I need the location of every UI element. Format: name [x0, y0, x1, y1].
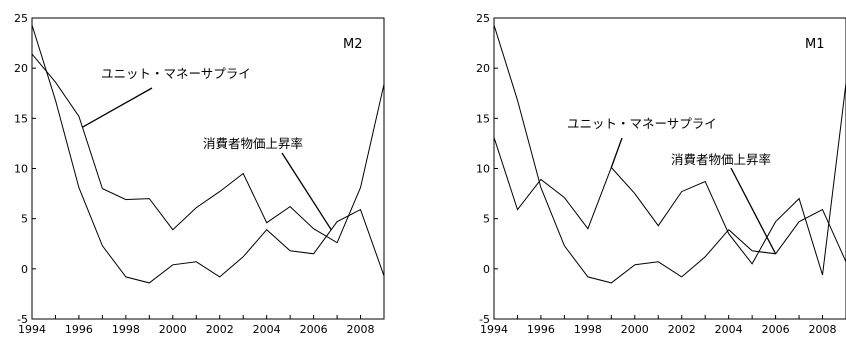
m1-panel: -5 0 5 10 15 20 25 1994 1996 1998 2000 2002 2004 2006…: [476, 12, 846, 336]
y-tick-label: 5: [21, 213, 28, 226]
cpi-inflation-line: [493, 24, 846, 284]
y-tick-label: 25: [14, 12, 28, 25]
y-tick-label: 10: [476, 163, 490, 176]
x-tick-label: 2002: [668, 323, 696, 336]
x-tick-label: 2004: [715, 323, 743, 336]
x-tick-label: 2000: [621, 323, 649, 336]
x-tick-label: 1998: [574, 323, 602, 336]
x-tick-label: 2008: [347, 323, 375, 336]
plot-frame: [31, 17, 385, 320]
y-tick-label: 10: [14, 163, 28, 176]
y-tick-label: 20: [14, 62, 28, 75]
series-annotation: 消費者物価上昇率: [671, 152, 771, 167]
x-tick-label: 2008: [809, 323, 837, 336]
x-tick-label: 1994: [18, 323, 46, 336]
x-tick-label: 1998: [112, 323, 140, 336]
annotation-leader-line: [730, 167, 777, 255]
series-annotation: ユニット・マネーサプライ: [567, 116, 717, 131]
plot-frame: [493, 17, 846, 320]
x-tick-label: 2006: [300, 323, 328, 336]
y-tick-label: 25: [476, 12, 490, 25]
x-tick-label: 1994: [480, 323, 508, 336]
annotation-leader-line: [281, 152, 332, 231]
x-tick-label: 1996: [65, 323, 93, 336]
annotation-leader-line: [610, 137, 623, 168]
x-tick-label: 2006: [762, 323, 790, 336]
y-tick-label: -5: [17, 313, 28, 326]
unit-money-supply-line: [493, 83, 846, 276]
unit-money-supply-line: [31, 53, 385, 244]
x-tick-label: 1996: [527, 323, 555, 336]
panel-label: M1: [805, 37, 825, 52]
y-tick-label: 5: [483, 213, 490, 226]
x-tick-label: 2002: [206, 323, 234, 336]
series-annotation: ユニット・マネーサプライ: [101, 66, 251, 81]
y-tick-label: -5: [479, 313, 490, 326]
panel-label: M2: [343, 37, 363, 52]
y-tick-label: 20: [476, 62, 490, 75]
y-tick-label: 0: [21, 263, 28, 276]
x-tick-label: 2004: [253, 323, 281, 336]
x-tick-label: 2000: [159, 323, 187, 336]
y-tick-label: 0: [483, 263, 490, 276]
series-annotation: 消費者物価上昇率: [203, 136, 303, 151]
y-tick-label: 15: [14, 112, 28, 125]
y-tick-label: 15: [476, 112, 490, 125]
cpi-inflation-line: [31, 24, 385, 284]
annotation-leader-line: [82, 87, 153, 128]
m2-panel: -5 0 5 10 15 20 25 1994 1996 1998 2000 2002 2004 2006…: [14, 12, 385, 336]
